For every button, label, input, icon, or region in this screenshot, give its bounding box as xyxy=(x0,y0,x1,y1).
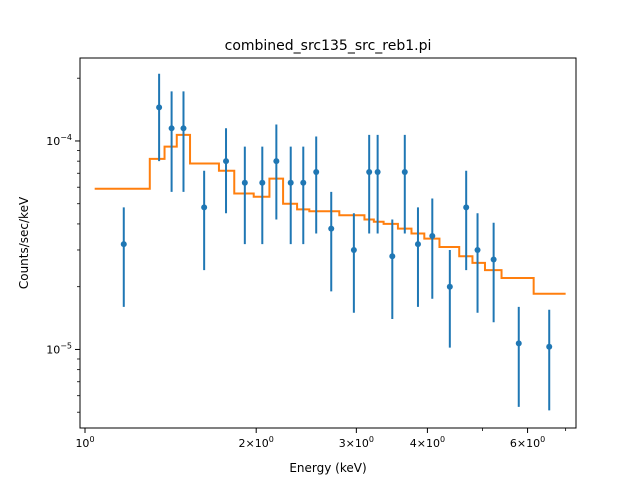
x-tick-label-exponent: 0 xyxy=(369,435,374,444)
data-point xyxy=(446,283,453,290)
x-tick-label-exponent: 0 xyxy=(440,435,445,444)
y-tick-label: 10−5 xyxy=(46,341,72,356)
model-series xyxy=(94,133,566,295)
data-point xyxy=(401,168,408,175)
data-point xyxy=(300,179,307,186)
x-tick-label: 4×100 xyxy=(410,435,445,450)
data-point xyxy=(168,125,175,132)
data-point xyxy=(490,256,497,263)
x-tick-label: 2×100 xyxy=(239,435,274,450)
x-tick-label-base: 6×10 xyxy=(510,437,540,450)
data-point xyxy=(120,241,127,248)
data-point xyxy=(474,246,481,253)
data-point xyxy=(241,179,248,186)
x-axis-label: Energy (keV) xyxy=(289,461,366,475)
y-tick-label: 10−4 xyxy=(46,133,72,148)
data-point xyxy=(328,225,335,232)
data-point xyxy=(429,233,436,240)
x-tick-label-base: 10 xyxy=(75,437,89,450)
x-tick-label-exponent: 0 xyxy=(269,435,274,444)
chart-title: combined_src135_src_reb1.pi xyxy=(225,38,432,54)
data-point xyxy=(546,343,553,350)
y-tick-label-exponent: −5 xyxy=(60,341,72,350)
model-step-line xyxy=(94,133,566,295)
data-point xyxy=(223,158,230,165)
data-point xyxy=(259,179,266,186)
y-axis-label: Counts/sec/keV xyxy=(17,196,31,289)
data-point xyxy=(180,125,187,132)
y-axis: 10−510−4 xyxy=(46,77,80,413)
x-tick-label-base: 4×10 xyxy=(410,437,440,450)
y-tick-label-exponent: −4 xyxy=(60,133,72,142)
data-series xyxy=(120,73,553,411)
x-tick-label-base: 2×10 xyxy=(239,437,269,450)
x-tick-label-exponent: 0 xyxy=(540,435,545,444)
data-point xyxy=(287,179,294,186)
x-tick-label-base: 3×10 xyxy=(339,437,369,450)
data-point xyxy=(156,104,163,111)
plot-area xyxy=(79,57,577,429)
data-point xyxy=(313,168,320,175)
y-tick-label-base: 10 xyxy=(46,343,60,356)
x-tick-label: 6×100 xyxy=(510,435,545,450)
data-point xyxy=(389,253,396,260)
data-point xyxy=(414,241,421,248)
x-tick-label: 100 xyxy=(75,435,94,450)
x-axis: 100 2×100 3×100 4×100 6×100 xyxy=(75,428,567,450)
data-point xyxy=(463,204,470,211)
data-point xyxy=(366,168,373,175)
data-point xyxy=(374,168,381,175)
y-tick-label-base: 10 xyxy=(46,135,60,148)
x-tick-label: 3×100 xyxy=(339,435,374,450)
data-point xyxy=(515,340,522,347)
data-point xyxy=(273,158,280,165)
data-point xyxy=(350,246,357,253)
x-tick-label-exponent: 0 xyxy=(89,435,94,444)
data-point xyxy=(201,204,208,211)
